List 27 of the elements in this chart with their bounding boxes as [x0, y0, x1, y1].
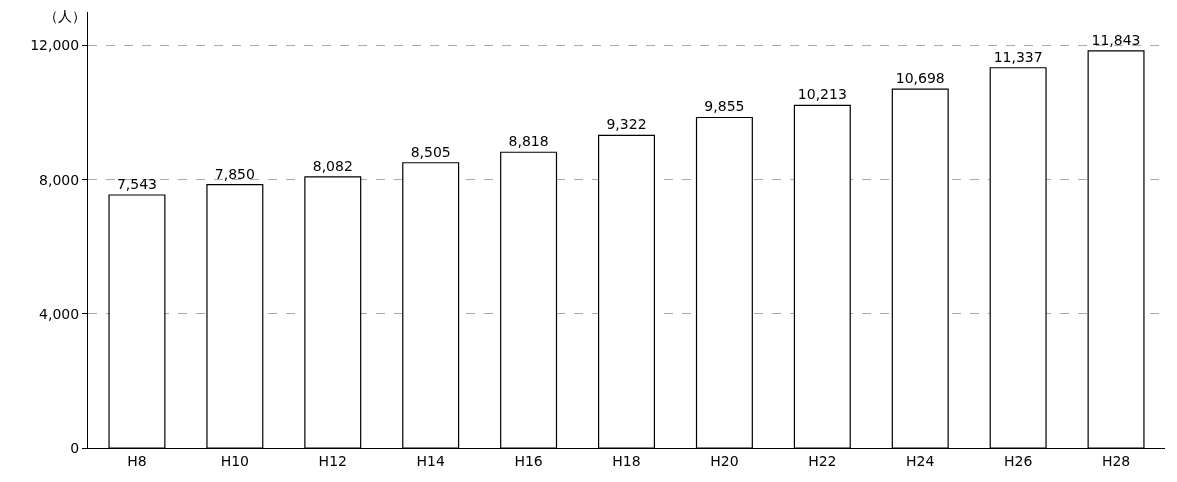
x-tick-label: H16 [514, 452, 543, 469]
x-tick-label: H18 [612, 452, 641, 469]
data-label: 9,322 [606, 116, 647, 133]
x-tick-label: H8 [127, 452, 147, 469]
x-tick-label: H20 [710, 452, 739, 469]
x-tick-label: H22 [808, 452, 837, 469]
data-label: 7,850 [214, 165, 255, 182]
y-tick-label: 0 [70, 439, 80, 456]
data-label: 8,818 [508, 133, 549, 150]
x-tick-label: H24 [906, 452, 935, 469]
y-tick-label: 12,000 [30, 37, 80, 54]
y-axis-title: （人） [44, 8, 86, 24]
y-tick-label: 8,000 [39, 171, 80, 188]
data-label: 10,698 [895, 70, 945, 87]
data-label: 7,543 [116, 176, 157, 193]
data-label: 9,855 [704, 98, 745, 115]
x-tick-label: H10 [220, 452, 250, 469]
x-tick-label: H26 [1003, 452, 1033, 469]
y-tick-label: 4,000 [39, 305, 80, 322]
x-tick-label: H14 [416, 452, 445, 469]
data-label: 8,082 [312, 157, 353, 174]
data-label: 11,843 [1091, 31, 1141, 48]
x-tick-label: H28 [1101, 452, 1131, 469]
data-label: 8,505 [410, 143, 451, 160]
x-tick-label: H12 [318, 452, 347, 469]
data-label: 11,337 [993, 48, 1043, 65]
data-label: 10,213 [797, 86, 847, 103]
